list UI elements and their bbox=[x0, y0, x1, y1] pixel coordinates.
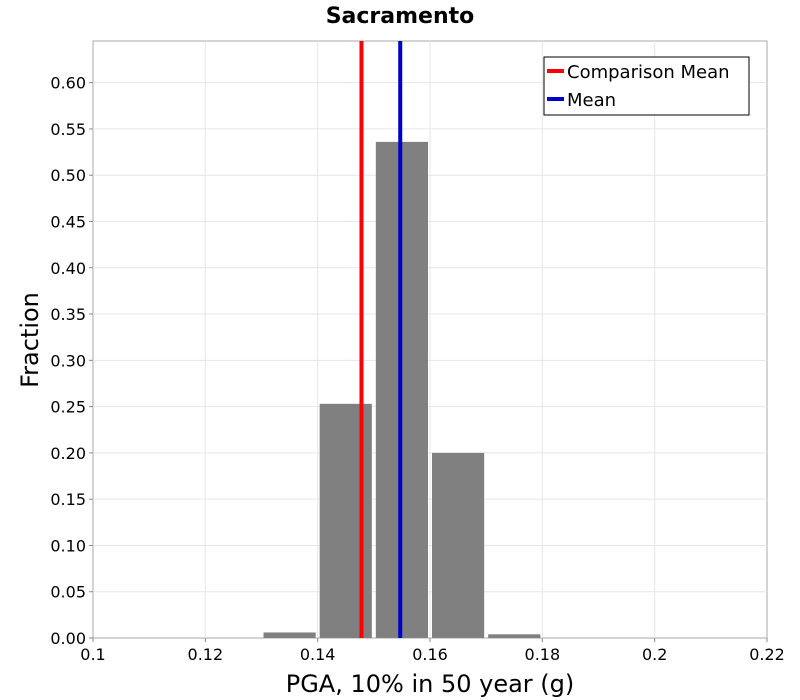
y-tick-label: 0.40 bbox=[50, 259, 86, 278]
x-tick-label: 0.12 bbox=[188, 645, 224, 664]
y-axis-title: Fraction bbox=[16, 292, 44, 388]
legend: Comparison Mean Mean bbox=[543, 56, 750, 116]
legend-label-comparison-mean: Comparison Mean bbox=[567, 62, 730, 83]
y-tick-label: 0.00 bbox=[50, 629, 86, 648]
histogram-bar bbox=[263, 632, 316, 638]
x-axis-ticks: 0.1 0.12 0.14 0.16 0.18 0.2 0.22 bbox=[80, 638, 785, 664]
x-tick-label: 0.16 bbox=[412, 645, 448, 664]
histogram-bar bbox=[319, 403, 372, 638]
x-tick-label: 0.22 bbox=[749, 645, 785, 664]
mean-lines bbox=[359, 41, 403, 638]
y-tick-label: 0.05 bbox=[50, 583, 86, 602]
legend-box bbox=[543, 56, 750, 116]
y-tick-label: 0.45 bbox=[50, 212, 86, 231]
x-axis-title: PGA, 10% in 50 year (g) bbox=[286, 670, 575, 698]
grid-lines bbox=[93, 41, 767, 638]
y-tick-label: 0.50 bbox=[50, 166, 86, 185]
y-tick-label: 0.60 bbox=[50, 74, 86, 93]
y-tick-label: 0.55 bbox=[50, 120, 86, 139]
y-tick-label: 0.10 bbox=[50, 536, 86, 555]
histogram-bar bbox=[432, 452, 485, 638]
y-tick-label: 0.35 bbox=[50, 305, 86, 324]
legend-label-mean: Mean bbox=[567, 90, 616, 111]
histogram-bar bbox=[488, 634, 541, 638]
y-tick-label: 0.20 bbox=[50, 444, 86, 463]
y-tick-label: 0.25 bbox=[50, 398, 86, 417]
x-tick-label: 0.14 bbox=[300, 645, 336, 664]
y-tick-label: 0.30 bbox=[50, 351, 86, 370]
y-axis-ticks: 0.00 0.05 0.10 0.15 0.20 0.25 0.30 0.35 0.40 0.45… bbox=[50, 74, 93, 648]
y-tick-label: 0.15 bbox=[50, 490, 86, 509]
chart-title: Sacramento bbox=[326, 4, 475, 29]
x-tick-label: 0.1 bbox=[80, 645, 105, 664]
x-tick-label: 0.2 bbox=[642, 645, 667, 664]
x-tick-label: 0.18 bbox=[525, 645, 561, 664]
